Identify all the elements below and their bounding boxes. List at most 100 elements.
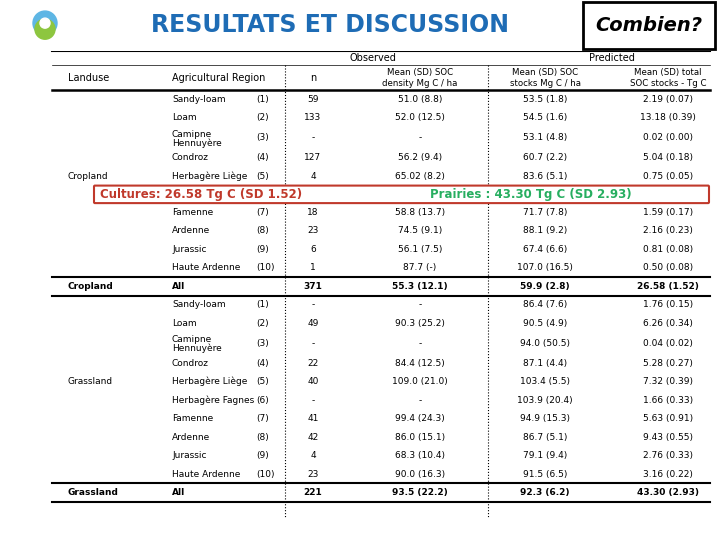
Text: 13.18 (0.39): 13.18 (0.39) [640,113,696,123]
Text: 87.1 (4.4): 87.1 (4.4) [523,359,567,368]
Text: RESULTATS ET DISCUSSION: RESULTATS ET DISCUSSION [151,13,509,37]
Text: 94.0 (50.5): 94.0 (50.5) [520,339,570,348]
Text: 40: 40 [307,377,319,386]
Text: n: n [310,72,316,83]
Text: 371: 371 [304,282,323,291]
Text: Haute Ardenne: Haute Ardenne [172,264,240,272]
Text: (4): (4) [256,359,269,368]
Text: 107.0 (16.5): 107.0 (16.5) [517,264,573,272]
Text: Sandy-loam: Sandy-loam [172,300,225,309]
Text: (5): (5) [256,377,269,386]
Text: 3.16 (0.22): 3.16 (0.22) [643,470,693,478]
Text: 26.58 (1.52): 26.58 (1.52) [637,282,699,291]
Text: (1): (1) [256,300,269,309]
Text: -: - [418,133,422,143]
Text: Jurassic: Jurassic [172,451,207,460]
Text: 53.1 (4.8): 53.1 (4.8) [523,133,567,143]
FancyBboxPatch shape [583,2,715,49]
Text: 83.6 (5.1): 83.6 (5.1) [523,172,567,181]
Text: 56.2 (9.4): 56.2 (9.4) [398,153,442,163]
Text: 60.7 (2.2): 60.7 (2.2) [523,153,567,163]
Text: Condroz: Condroz [172,153,209,163]
Text: (9): (9) [256,451,269,460]
Text: (5): (5) [256,172,269,181]
Text: 93.5 (22.2): 93.5 (22.2) [392,488,448,497]
Text: 88.1 (9.2): 88.1 (9.2) [523,226,567,235]
Text: 43.30 (2.93): 43.30 (2.93) [637,488,699,497]
Circle shape [25,5,65,46]
Text: Prairies : 43.30 Tg C (SD 2.93): Prairies : 43.30 Tg C (SD 2.93) [430,188,631,201]
Text: 41: 41 [307,414,319,423]
Text: 55.3 (12.1): 55.3 (12.1) [392,282,448,291]
FancyBboxPatch shape [94,186,709,203]
Text: 2.16 (0.23): 2.16 (0.23) [643,226,693,235]
Text: (7): (7) [256,414,269,423]
Text: 86.4 (7.6): 86.4 (7.6) [523,300,567,309]
PathPatch shape [0,0,95,51]
Text: 42: 42 [307,433,319,442]
Text: 133: 133 [305,113,322,123]
Text: Loam: Loam [172,319,197,328]
Text: Haute Ardenne: Haute Ardenne [172,470,240,478]
Circle shape [40,18,50,28]
Text: Mean (SD) SOC: Mean (SD) SOC [512,68,578,77]
Text: 53.5 (1.8): 53.5 (1.8) [523,95,567,104]
Text: 0.04 (0.02): 0.04 (0.02) [643,339,693,348]
Text: 127: 127 [305,153,322,163]
Text: All: All [172,488,185,497]
Text: 51.0 (8.8): 51.0 (8.8) [398,95,442,104]
Text: 5.04 (0.18): 5.04 (0.18) [643,153,693,163]
Text: 0.50 (0.08): 0.50 (0.08) [643,264,693,272]
Text: 109.0 (21.0): 109.0 (21.0) [392,377,448,386]
Text: 22: 22 [307,359,319,368]
Text: 84.4 (12.5): 84.4 (12.5) [395,359,445,368]
Text: Famenne: Famenne [172,208,213,217]
Text: 56.1 (7.5): 56.1 (7.5) [398,245,442,254]
Text: Camipne: Camipne [172,335,212,344]
Text: 90.5 (4.9): 90.5 (4.9) [523,319,567,328]
Text: Condroz: Condroz [172,359,209,368]
Text: -: - [418,300,422,309]
Text: 0.75 (0.05): 0.75 (0.05) [643,172,693,181]
Text: 5.28 (0.27): 5.28 (0.27) [643,359,693,368]
Text: 1: 1 [310,264,316,272]
Text: 2.76 (0.33): 2.76 (0.33) [643,451,693,460]
Text: -: - [311,300,315,309]
Text: Mean (SD) SOC: Mean (SD) SOC [387,68,453,77]
Text: Cropland: Cropland [68,172,109,181]
Text: (6): (6) [256,396,269,404]
Text: SOC stocks - Tg C: SOC stocks - Tg C [630,79,706,88]
Text: 49: 49 [307,319,319,328]
Text: 92.3 (6.2): 92.3 (6.2) [521,488,570,497]
Text: 71.7 (7.8): 71.7 (7.8) [523,208,567,217]
Text: (7): (7) [256,208,269,217]
Text: Camipne: Camipne [172,130,212,139]
Text: 90.3 (25.2): 90.3 (25.2) [395,319,445,328]
Text: Sandy-loam: Sandy-loam [172,95,225,104]
Text: 2.19 (0.07): 2.19 (0.07) [643,95,693,104]
Text: Hennuyère: Hennuyère [172,138,222,147]
Text: Ardenne: Ardenne [172,433,210,442]
Text: Hennuyère: Hennuyère [172,343,222,353]
Text: 0.02 (0.00): 0.02 (0.00) [643,133,693,143]
Text: (10): (10) [256,264,274,272]
Circle shape [35,19,55,39]
Text: 6.26 (0.34): 6.26 (0.34) [643,319,693,328]
Text: 1.59 (0.17): 1.59 (0.17) [643,208,693,217]
Text: 7.32 (0.39): 7.32 (0.39) [643,377,693,386]
Text: -: - [311,396,315,404]
Text: 59: 59 [307,95,319,104]
Text: Agricultural Region: Agricultural Region [172,72,266,83]
Text: Predicted: Predicted [588,53,634,63]
Text: 103.4 (5.5): 103.4 (5.5) [520,377,570,386]
Text: (8): (8) [256,226,269,235]
Text: 5.63 (0.91): 5.63 (0.91) [643,414,693,423]
Text: -: - [418,396,422,404]
Text: 103.9 (20.4): 103.9 (20.4) [517,396,573,404]
Text: (3): (3) [256,339,269,348]
Text: 94.9 (15.3): 94.9 (15.3) [520,414,570,423]
Text: -: - [418,339,422,348]
Text: -: - [311,133,315,143]
Text: Mean (SD) total: Mean (SD) total [634,68,702,77]
Text: 67.4 (6.6): 67.4 (6.6) [523,245,567,254]
